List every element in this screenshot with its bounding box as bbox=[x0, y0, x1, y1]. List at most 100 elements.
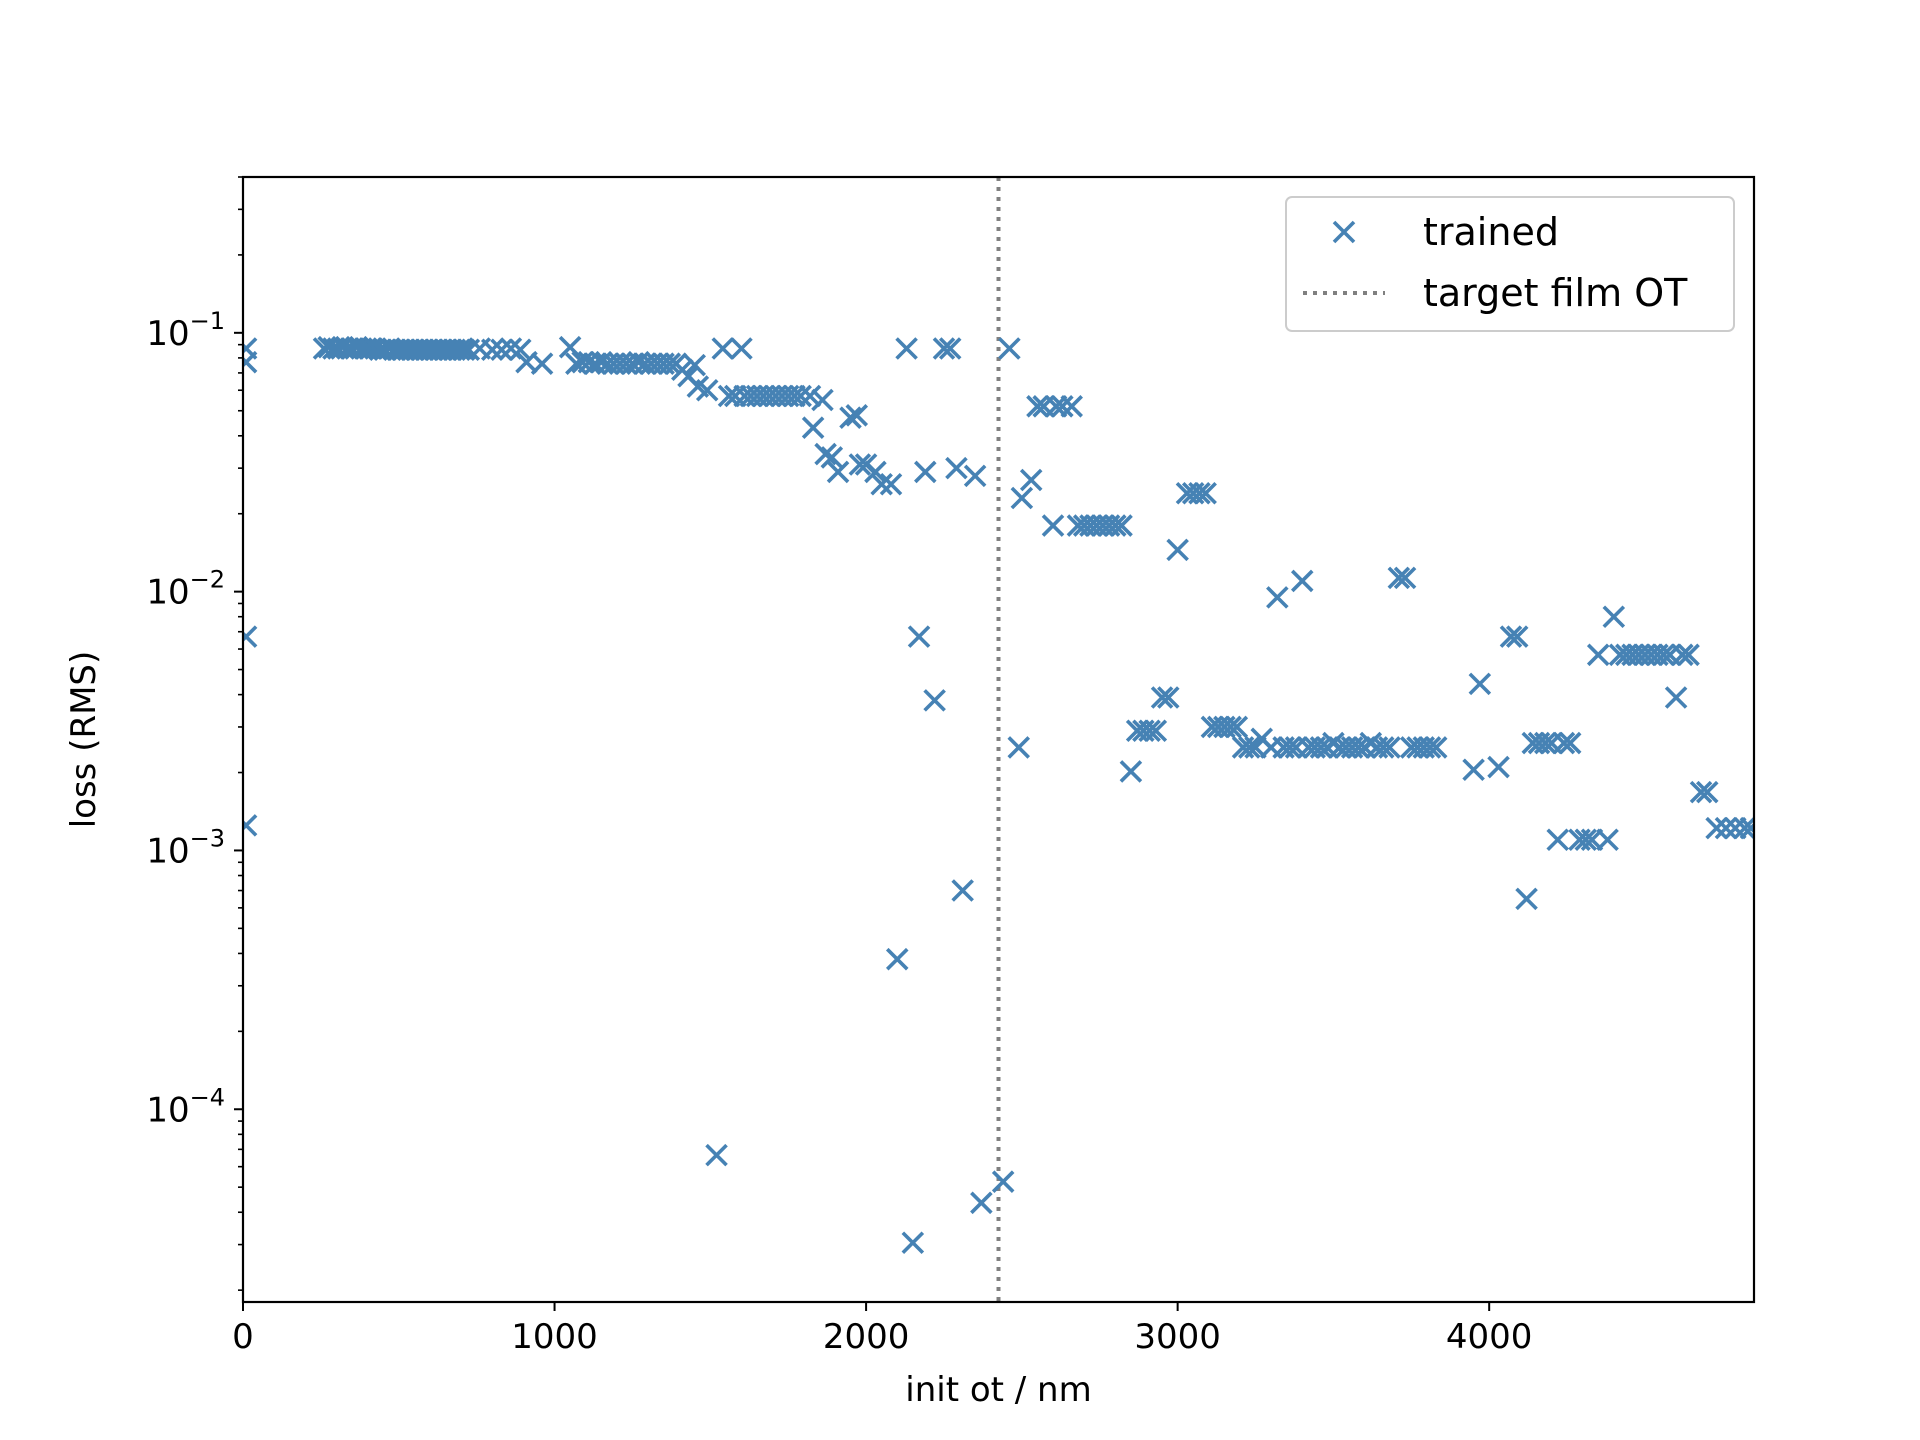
data-point bbox=[243, 814, 258, 837]
data-point bbox=[1347, 736, 1370, 759]
data-point bbox=[1499, 625, 1523, 648]
data-point bbox=[1026, 395, 1049, 418]
data-point bbox=[998, 337, 1021, 360]
data-point bbox=[1705, 816, 1728, 840]
data-point bbox=[1468, 672, 1492, 696]
data-point bbox=[1144, 719, 1168, 743]
data-point bbox=[1060, 395, 1083, 418]
data-point bbox=[1119, 760, 1143, 783]
legend-label-target: target film OT bbox=[1423, 271, 1688, 315]
x-tick-label: 4000 bbox=[1446, 1317, 1533, 1357]
data-point bbox=[1418, 736, 1442, 759]
data-point bbox=[885, 947, 909, 971]
data-point bbox=[1266, 586, 1289, 609]
data-point bbox=[914, 460, 937, 484]
data-point bbox=[1150, 686, 1174, 709]
data-point bbox=[711, 337, 735, 360]
x-axis-ticks: 0 1000 2000 3000 4000 bbox=[232, 1302, 1532, 1357]
data-point bbox=[1104, 514, 1127, 537]
x-axis-label: init ot / nm bbox=[905, 1370, 1091, 1410]
legend: trained target film OT bbox=[1285, 196, 1735, 332]
data-point bbox=[1586, 643, 1610, 667]
data-point bbox=[1714, 816, 1738, 840]
y-axis-ticks: 10−4 10−3 10−2 10−1 bbox=[146, 176, 243, 1291]
data-point bbox=[1733, 816, 1754, 840]
data-point bbox=[820, 446, 844, 469]
data-point bbox=[1019, 468, 1043, 492]
data-point bbox=[1278, 736, 1302, 759]
data-point bbox=[1138, 719, 1161, 743]
data-point bbox=[1602, 605, 1626, 628]
data-point bbox=[932, 337, 956, 360]
data-point bbox=[1546, 828, 1570, 852]
data-point bbox=[826, 460, 850, 484]
data-point bbox=[1462, 758, 1485, 782]
data-point bbox=[1378, 736, 1401, 759]
legend-box bbox=[1285, 196, 1735, 332]
legend-marker-trained bbox=[1332, 220, 1356, 244]
x-tick-label: 1000 bbox=[511, 1317, 598, 1357]
data-point bbox=[1689, 780, 1713, 804]
data-point bbox=[879, 472, 903, 496]
y-tick-label: 10−4 bbox=[146, 1083, 225, 1130]
data-point bbox=[895, 337, 918, 360]
data-point bbox=[490, 338, 513, 362]
data-point bbox=[1225, 715, 1249, 739]
data-point bbox=[951, 879, 974, 902]
data-point bbox=[923, 689, 946, 712]
data-point bbox=[1010, 486, 1034, 510]
data-point bbox=[705, 1143, 728, 1167]
data-point bbox=[1393, 566, 1417, 590]
x-tick-label: 0 bbox=[232, 1317, 254, 1357]
data-point bbox=[845, 404, 869, 427]
legend-label-trained: trained bbox=[1423, 210, 1559, 254]
data-point bbox=[1371, 736, 1395, 759]
data-point bbox=[1695, 780, 1719, 804]
data-point bbox=[901, 1231, 925, 1254]
data-point bbox=[839, 406, 862, 429]
data-point bbox=[695, 378, 719, 402]
data-point bbox=[1290, 569, 1314, 593]
data-point bbox=[1558, 731, 1582, 755]
data-point bbox=[448, 338, 471, 362]
data-point bbox=[480, 338, 504, 362]
data-point bbox=[798, 384, 822, 408]
data-point bbox=[1424, 736, 1448, 759]
data-point bbox=[1309, 736, 1333, 759]
data-point bbox=[530, 352, 554, 375]
data-point bbox=[814, 442, 837, 466]
data-point bbox=[1007, 736, 1031, 759]
data-point bbox=[1505, 625, 1529, 648]
data-point bbox=[864, 460, 887, 484]
data-point bbox=[683, 353, 707, 377]
data-point bbox=[509, 338, 532, 362]
data-point bbox=[1552, 731, 1576, 755]
data-point bbox=[991, 1170, 1015, 1193]
data-point bbox=[1677, 643, 1700, 667]
data-point bbox=[1110, 514, 1133, 537]
x-tick-label: 2000 bbox=[823, 1317, 910, 1357]
data-point bbox=[1157, 686, 1180, 709]
data-point bbox=[907, 625, 931, 648]
data-point bbox=[1238, 736, 1261, 759]
y-tick-label: 10−2 bbox=[146, 566, 225, 613]
data-point bbox=[243, 625, 258, 648]
data-point bbox=[945, 456, 968, 480]
data-point bbox=[1533, 731, 1557, 755]
data-point bbox=[1041, 514, 1065, 537]
data-point bbox=[1219, 715, 1242, 739]
data-point bbox=[1487, 755, 1510, 779]
data-points bbox=[243, 335, 1754, 1254]
data-point bbox=[1596, 828, 1619, 852]
data-point bbox=[1387, 566, 1411, 590]
data-point bbox=[801, 416, 825, 439]
data-point bbox=[1739, 816, 1754, 840]
data-point bbox=[1188, 481, 1211, 505]
data-point bbox=[1051, 395, 1074, 418]
data-point bbox=[811, 388, 834, 412]
data-point bbox=[970, 1191, 993, 1215]
data-point bbox=[848, 453, 872, 476]
data-point bbox=[789, 384, 812, 408]
data-point bbox=[1671, 643, 1694, 667]
